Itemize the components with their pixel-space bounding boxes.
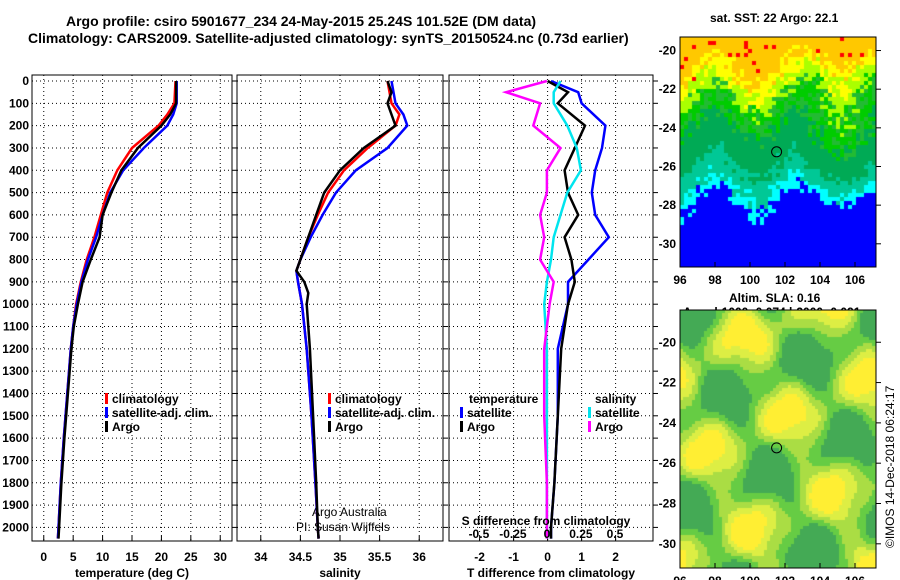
y-tick-label: 1500 xyxy=(2,409,29,423)
series-line-argo xyxy=(295,80,397,539)
legend-swatch xyxy=(105,421,108,432)
legend-label: Argo xyxy=(595,420,623,434)
y-tick-label: 800 xyxy=(9,253,29,267)
credit-argo-australia: Argo Australia xyxy=(312,505,387,519)
series-line-argo xyxy=(57,81,178,539)
legend-swatch xyxy=(588,421,591,432)
x-tick-label: 36 xyxy=(413,550,427,564)
sla-map-title: Altim. SLA: 0.16 xyxy=(729,291,821,305)
legend-swatch xyxy=(328,393,331,404)
legend-label: satellite xyxy=(595,406,640,420)
y-tick-label: 1300 xyxy=(2,364,29,378)
imos-timestamp: ©IMOS 14-Dec-2018 06:24:17 xyxy=(883,385,897,548)
y-tick-label: 2000 xyxy=(2,520,29,534)
series-line-satellite-adj-clim- xyxy=(295,80,409,539)
legend-label: climatology xyxy=(335,392,402,406)
x-tick-label: 30 xyxy=(214,550,228,564)
series-line-salinity-satellite xyxy=(542,80,583,539)
series-line-salinity-argo xyxy=(501,79,563,539)
y-tick-label: 300 xyxy=(9,141,29,155)
x-tick-label: -1 xyxy=(508,550,519,564)
y-tick-label: 1700 xyxy=(2,453,29,467)
sst-map xyxy=(680,37,876,267)
legend-swatch xyxy=(105,393,108,404)
x-tick-label: 20 xyxy=(155,550,169,564)
legend-swatch xyxy=(105,407,108,418)
legend-label: Argo xyxy=(467,420,495,434)
panel-frame-2 xyxy=(448,74,654,542)
sla-map xyxy=(680,310,876,568)
s-tick-label: -0.5 xyxy=(469,527,490,541)
legend-swatch xyxy=(460,421,463,432)
y-tick-label: 200 xyxy=(9,119,29,133)
legend-label: satellite-adj. clim. xyxy=(112,406,212,420)
credit-pi: PI: Susan Wijffels xyxy=(296,520,390,534)
legend-swatch xyxy=(460,407,463,418)
s-tick-label: 0.25 xyxy=(569,527,593,541)
y-tick-label: 1900 xyxy=(2,498,29,512)
x-tick-label: 35 xyxy=(333,550,347,564)
y-tick-label: 100 xyxy=(9,96,29,110)
legend-label: Argo xyxy=(112,420,140,434)
legend-label: Argo xyxy=(335,420,363,434)
s-tick-label: 0.5 xyxy=(607,527,624,541)
x-tick-label: 2 xyxy=(612,550,619,564)
x-axis-label: T difference from climatology xyxy=(467,566,635,580)
x-tick-label: -2 xyxy=(474,550,485,564)
x-tick-label: 0 xyxy=(544,550,551,564)
x-axis-label: temperature (deg C) xyxy=(75,566,189,580)
y-tick-label: 1400 xyxy=(2,386,29,400)
y-tick-label: 1100 xyxy=(3,320,29,334)
legend-label: satellite xyxy=(467,406,512,420)
x-tick-label: 10 xyxy=(96,550,110,564)
x-axis-label: salinity xyxy=(319,566,361,580)
y-tick-label: 500 xyxy=(9,186,29,200)
legend-title-salinity: salinity xyxy=(595,392,637,406)
s-tick-label: 0 xyxy=(544,527,551,541)
y-tick-label: 900 xyxy=(9,275,29,289)
legend-label: satellite-adj. clim. xyxy=(335,406,435,420)
legend-swatch xyxy=(588,407,591,418)
y-tick-label: 1600 xyxy=(2,431,29,445)
legend-swatch xyxy=(328,421,331,432)
s-axis-label: S difference from climatology xyxy=(462,514,631,528)
figure-title-line1: Argo profile: csiro 5901677_234 24-May-2… xyxy=(66,13,536,29)
x-tick-label: 15 xyxy=(125,550,139,564)
y-tick-label: 1800 xyxy=(2,476,29,490)
legend-title-temperature: temperature xyxy=(469,392,539,406)
y-tick-label: 0 xyxy=(22,74,29,88)
legend-swatch xyxy=(328,407,331,418)
y-tick-label: 400 xyxy=(9,163,29,177)
y-tick-label: 1000 xyxy=(2,297,29,311)
x-tick-label: 5 xyxy=(70,550,77,564)
figure-title-line2: Climatology: CARS2009. Satellite-adjuste… xyxy=(28,30,629,46)
sst-map-title: sat. SST: 22 Argo: 22.1 xyxy=(710,11,839,25)
x-tick-label: 34.5 xyxy=(289,550,313,564)
x-tick-label: 25 xyxy=(184,550,198,564)
legend-label: climatology xyxy=(112,392,179,406)
x-tick-label: 0 xyxy=(40,550,47,564)
x-tick-label: 1 xyxy=(578,550,585,564)
y-tick-label: 1200 xyxy=(2,342,29,356)
s-tick-label: -0.25 xyxy=(499,527,527,541)
x-tick-label: 34 xyxy=(254,550,268,564)
y-tick-label: 700 xyxy=(9,230,29,244)
x-tick-label: 35.5 xyxy=(368,550,392,564)
series-line-temperature-argo xyxy=(546,79,587,539)
y-tick-label: 600 xyxy=(9,208,29,222)
